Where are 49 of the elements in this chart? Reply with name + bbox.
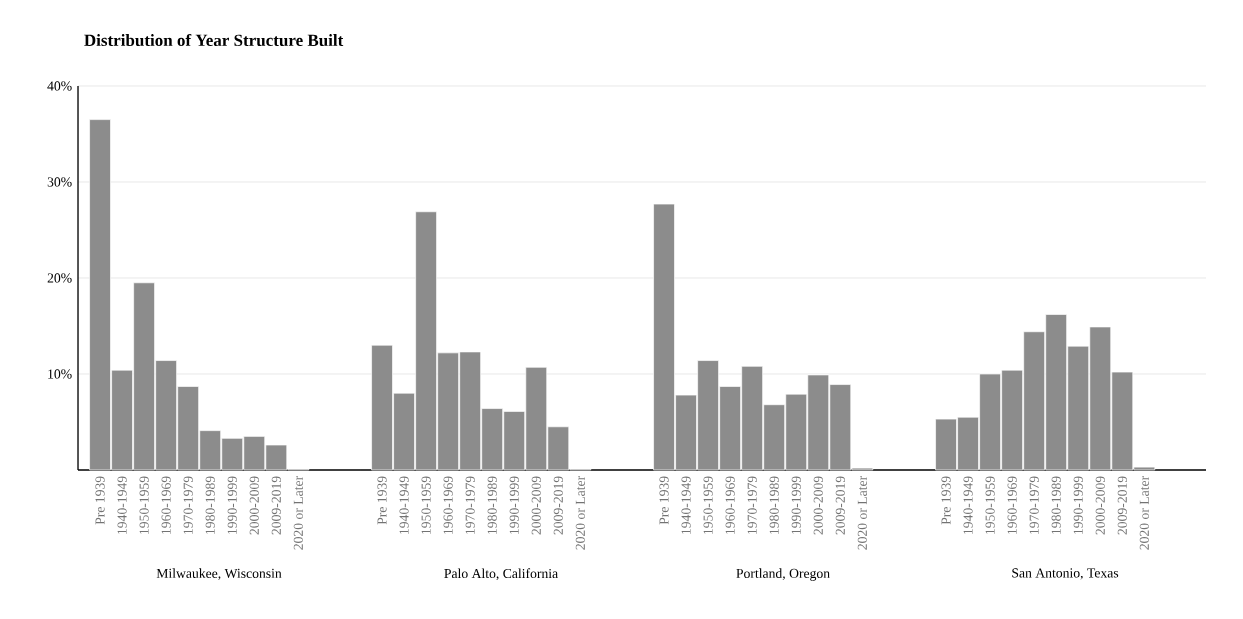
x-tick-label: Pre 1939 xyxy=(941,476,951,525)
x-axis-title: Milwaukee, Wisconsin xyxy=(156,568,282,580)
chart-title: Distribution of Year Structure Built xyxy=(84,33,344,47)
x-axis-title: Portland, Oregon xyxy=(736,568,830,581)
x-tick-label: 2000-2009 xyxy=(813,476,823,535)
x-tick-label: Pre 1939 xyxy=(95,476,105,525)
x-tick-label: 1950-1959 xyxy=(703,476,713,534)
x-tick-label: 1940-1949 xyxy=(117,476,127,534)
x-tick-label: 2009-2019 xyxy=(553,476,563,535)
x-tick-label: 2009-2019 xyxy=(835,476,845,535)
x-tick-label: 2020 or Later xyxy=(1139,475,1149,550)
x-tick-label: 1950-1959 xyxy=(985,476,995,534)
x-tick-label: 1990-1999 xyxy=(227,476,237,534)
x-axis-title: San Antonio, Texas xyxy=(1012,568,1119,580)
x-tick-label: 1980-1989 xyxy=(487,476,497,534)
x-tick-label: 2009-2019 xyxy=(271,476,281,535)
x-tick-label: 2000-2009 xyxy=(531,476,541,535)
x-tick-label: 1940-1949 xyxy=(681,476,691,534)
x-tick-label: Pre 1939 xyxy=(377,476,387,525)
x-tick-label: 2020 or Later xyxy=(575,475,585,550)
x-tick-label: 1970-1979 xyxy=(747,476,757,534)
y-tick-label: 20% xyxy=(47,273,72,283)
x-tick-label: 2000-2009 xyxy=(249,476,259,535)
x-tick-label: 1990-1999 xyxy=(509,476,519,534)
x-tick-label: 1980-1989 xyxy=(769,476,779,534)
x-tick-label: 1960-1969 xyxy=(161,476,171,534)
x-tick-label: 2020 or Later xyxy=(857,475,867,550)
x-tick-label: 1980-1989 xyxy=(1051,476,1061,534)
x-tick-label: 1990-1999 xyxy=(791,476,801,534)
x-tick-label: 1960-1969 xyxy=(725,476,735,534)
x-tick-label: 1990-1999 xyxy=(1073,476,1083,534)
x-tick-label: 1980-1989 xyxy=(205,476,215,534)
y-tick-label: 10% xyxy=(48,369,72,379)
x-axis-title: Palo Alto, California xyxy=(444,568,558,581)
x-tick-label: 1950-1959 xyxy=(421,476,431,534)
x-tick-label: 1970-1979 xyxy=(183,476,193,534)
x-tick-label: 1940-1949 xyxy=(399,476,409,534)
x-tick-label: 1970-1979 xyxy=(1029,476,1039,534)
x-tick-label: 2000-2009 xyxy=(1095,476,1105,535)
x-tick-label: 2009-2019 xyxy=(1117,476,1127,535)
x-tick-label: 1970-1979 xyxy=(465,476,475,534)
x-tick-label: Pre 1939 xyxy=(659,476,669,525)
x-tick-label: 1950-1959 xyxy=(139,476,149,534)
y-tick-label: 30% xyxy=(47,177,72,187)
x-tick-label: 2020 or Later xyxy=(293,475,303,550)
x-tick-label: 1960-1969 xyxy=(1007,476,1017,534)
x-tick-label: 1960-1969 xyxy=(443,476,453,534)
y-tick-label: 40% xyxy=(47,81,72,91)
x-tick-label: 1940-1949 xyxy=(963,476,973,534)
